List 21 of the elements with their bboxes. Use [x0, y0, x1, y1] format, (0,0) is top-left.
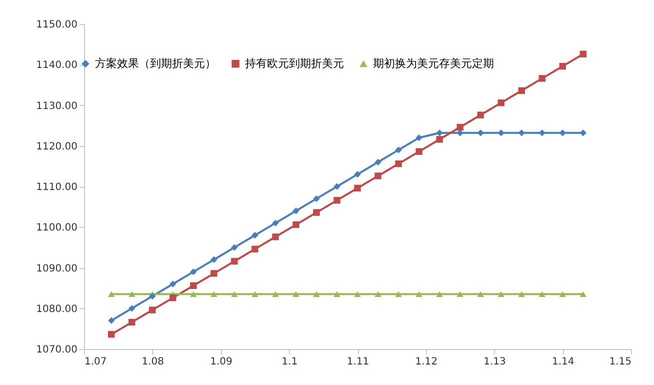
y-tick-label: 1080.00 — [36, 304, 78, 315]
legend-label: 持有欧元到期折美元 — [245, 56, 344, 70]
y-tick-label: 1120.00 — [36, 141, 78, 152]
y-tick-label: 1070.00 — [36, 344, 78, 356]
y-tick-label: 1140.00 — [36, 60, 78, 72]
x-tick-label: 1.09 — [210, 356, 232, 368]
x-tick-label: 1.11 — [346, 356, 370, 368]
y-tick-label: 1150.00 — [36, 20, 78, 30]
x-tick-label: 1.1 — [282, 356, 298, 368]
x-tick-label: 1.08 — [142, 356, 164, 368]
y-tick-label: 1090.00 — [36, 263, 78, 274]
y-tick-label: 1100.00 — [36, 222, 78, 234]
legend-label: 方案效果（到期折美元） — [95, 56, 216, 70]
x-tick-label: 1.07 — [84, 356, 107, 368]
x-tick-label: 1.15 — [609, 356, 632, 368]
legend-label: 期初换为美元存美元定期 — [373, 56, 494, 70]
y-tick-label: 1110.00 — [36, 182, 78, 193]
x-tick-label: 1.13 — [484, 356, 506, 368]
y-tick-label: 1130.00 — [36, 100, 78, 112]
x-tick-label: 1.12 — [415, 356, 438, 368]
x-tick-label: 1.14 — [552, 356, 574, 368]
